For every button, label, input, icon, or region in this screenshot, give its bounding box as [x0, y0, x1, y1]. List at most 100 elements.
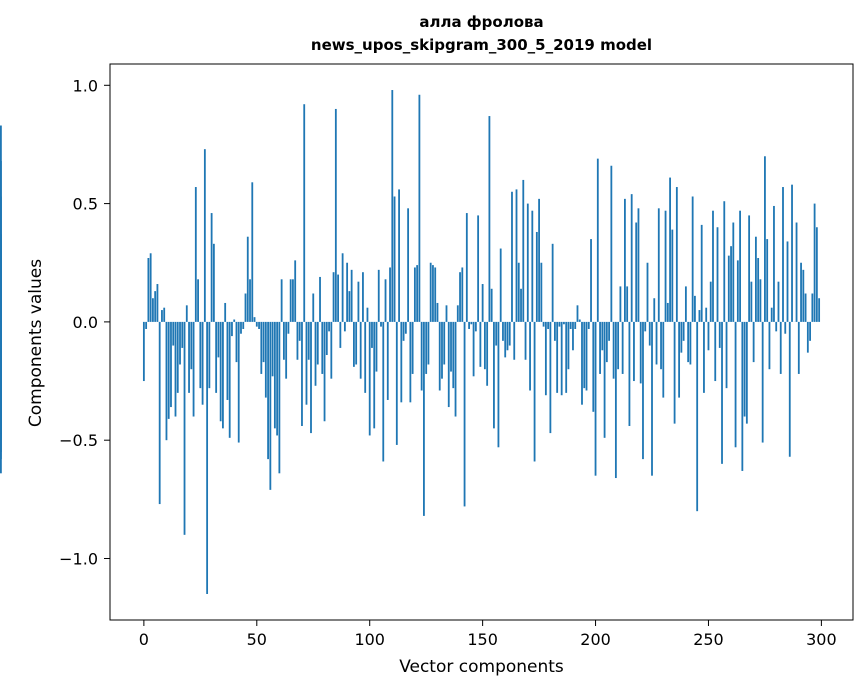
bar	[334, 108, 337, 322]
bar	[639, 321, 642, 384]
bar	[411, 321, 414, 374]
bar	[495, 321, 498, 346]
bar	[657, 208, 660, 322]
bar	[517, 262, 520, 322]
bar	[425, 321, 428, 374]
bar	[707, 321, 710, 351]
bar	[486, 321, 489, 386]
bar	[748, 215, 751, 322]
bar	[231, 321, 233, 337]
bar	[811, 293, 814, 322]
bar	[671, 229, 674, 322]
bar	[165, 321, 168, 441]
bar	[637, 208, 640, 322]
bar	[366, 307, 369, 322]
chart-subtitle: news_upos_skipgram_300_5_2019 model	[310, 36, 653, 54]
bar	[242, 321, 245, 329]
bar	[680, 321, 683, 353]
bar	[375, 321, 378, 372]
bar	[788, 321, 791, 457]
bar	[619, 286, 622, 322]
bar	[806, 321, 809, 353]
bar	[757, 258, 760, 322]
bar	[450, 321, 452, 372]
bar	[603, 321, 606, 438]
bar	[786, 241, 789, 322]
bar	[267, 321, 269, 460]
bar	[343, 321, 346, 332]
bar	[353, 321, 355, 367]
bar	[804, 293, 807, 322]
bar	[583, 321, 586, 389]
bar	[276, 321, 279, 436]
x-tick-label: 300	[806, 630, 837, 649]
bar	[596, 158, 599, 322]
bar	[493, 321, 495, 429]
bar	[280, 279, 283, 322]
bar	[504, 321, 507, 358]
bar	[768, 321, 771, 370]
bar	[190, 321, 193, 370]
bar	[355, 321, 358, 365]
bar	[673, 321, 676, 424]
bar	[443, 321, 446, 365]
bar	[226, 321, 229, 400]
bar	[395, 321, 398, 445]
bar	[739, 210, 741, 322]
bar	[201, 321, 204, 405]
bar	[420, 321, 423, 391]
bar	[544, 321, 547, 396]
bar	[529, 321, 531, 391]
bar	[581, 321, 583, 405]
bar	[535, 231, 538, 322]
bar	[745, 321, 748, 424]
bar	[215, 321, 218, 393]
bar	[434, 267, 437, 322]
y-tick-label: 0.5	[73, 195, 98, 214]
bar	[246, 236, 249, 322]
bar	[605, 321, 608, 363]
bar	[477, 215, 480, 322]
bar	[549, 321, 552, 434]
bar	[565, 321, 568, 393]
bar	[339, 321, 342, 348]
bar	[456, 305, 459, 322]
bar	[524, 321, 527, 360]
x-tick-label: 100	[354, 630, 385, 649]
bar	[167, 321, 170, 419]
bar	[542, 321, 545, 327]
bar	[423, 321, 425, 516]
bar	[770, 307, 773, 322]
bar	[294, 260, 297, 322]
bar	[389, 267, 391, 322]
bar	[337, 274, 339, 322]
bar	[752, 321, 755, 363]
bar	[502, 321, 504, 341]
bar	[716, 227, 719, 322]
bar	[809, 321, 811, 341]
bar	[818, 298, 821, 322]
bar	[368, 321, 371, 436]
bar	[461, 267, 464, 322]
bar	[176, 321, 179, 393]
bar	[630, 194, 633, 322]
x-tick-label: 0	[139, 630, 149, 649]
bar	[264, 321, 267, 398]
bar	[413, 267, 416, 322]
bar	[624, 198, 626, 322]
bar	[179, 321, 181, 365]
bar	[346, 262, 349, 322]
bar	[418, 94, 421, 322]
bar	[147, 258, 150, 322]
bar	[319, 276, 321, 322]
x-axis-label: Vector components	[399, 657, 564, 677]
bar	[183, 321, 186, 535]
bar	[244, 293, 247, 322]
bar	[590, 239, 592, 322]
bar	[560, 321, 563, 396]
bar	[662, 321, 665, 398]
bar	[569, 321, 572, 329]
bar	[330, 321, 333, 379]
bar	[237, 321, 240, 443]
